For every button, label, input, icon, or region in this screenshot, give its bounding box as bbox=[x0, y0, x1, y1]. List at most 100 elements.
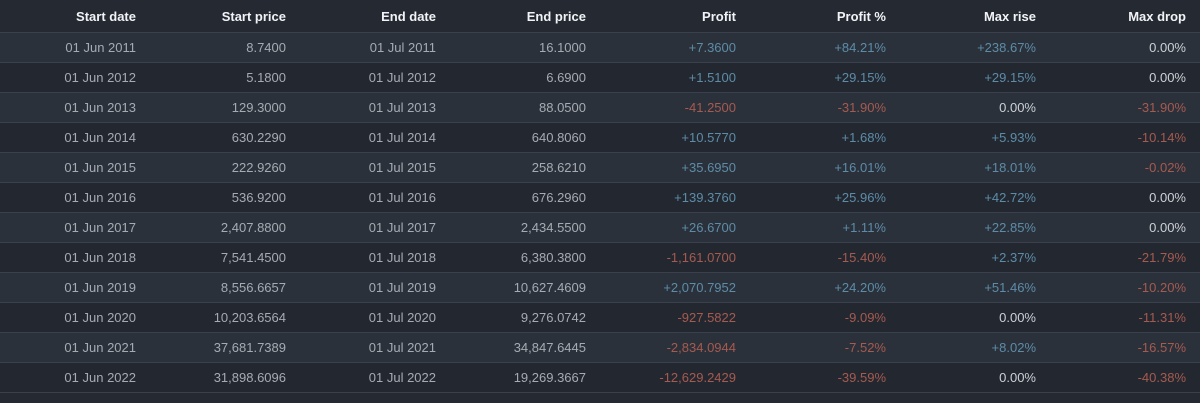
profit-cell: -1,161.0700 bbox=[666, 250, 736, 265]
profit-pct-cell: -31.90% bbox=[837, 100, 886, 115]
start-date-cell: 01 Jun 2015 bbox=[64, 160, 136, 175]
max-rise-cell: 0.00% bbox=[999, 310, 1036, 325]
end-date-cell: 01 Jul 2020 bbox=[368, 310, 436, 325]
end-price-cell: 6,380.3800 bbox=[520, 250, 586, 265]
col-header-profit: Profit bbox=[600, 0, 750, 33]
profit-pct-cell: +1.11% bbox=[842, 220, 887, 235]
end-date-cell: 01 Jul 2012 bbox=[368, 70, 436, 85]
max-rise-cell: +8.02% bbox=[991, 340, 1036, 355]
end-date-cell: 01 Jul 2017 bbox=[368, 220, 436, 235]
profit-pct-cell: -7.52% bbox=[844, 340, 886, 355]
max-drop-cell: 0.00% bbox=[1149, 40, 1186, 55]
max-drop-cell: 0.00% bbox=[1149, 220, 1186, 235]
max-rise-cell: +5.93% bbox=[991, 130, 1036, 145]
profit-cell: +35.6950 bbox=[681, 160, 736, 175]
profit-pct-cell: +16.01% bbox=[834, 160, 886, 175]
table-row: 01 Jun 2011 8.7400 01 Jul 2011 16.1000 +7.36… bbox=[0, 32, 1200, 63]
max-drop-cell: -11.31% bbox=[1138, 310, 1186, 325]
start-price-cell: 7,541.4500 bbox=[220, 250, 286, 265]
end-date-cell: 01 Jul 2018 bbox=[368, 250, 436, 265]
profit-cell: +139.3760 bbox=[674, 190, 736, 205]
max-rise-cell: +29.15% bbox=[984, 70, 1036, 85]
table-row: 01 Jun 2020 10,203.6564 01 Jul 2020 9,276.0… bbox=[0, 302, 1200, 333]
profit-pct-cell: -39.59% bbox=[837, 370, 886, 385]
end-price-cell: 19,269.3667 bbox=[513, 370, 586, 385]
start-price-cell: 8,556.6657 bbox=[220, 280, 286, 295]
max-rise-cell: +51.46% bbox=[984, 280, 1036, 295]
table-row: 01 Jun 2019 8,556.6657 01 Jul 2019 10,627.4… bbox=[0, 272, 1200, 303]
end-price-cell: 258.6210 bbox=[531, 160, 586, 175]
profit-cell: -41.2500 bbox=[684, 100, 736, 115]
start-price-cell: 31,898.6096 bbox=[213, 370, 286, 385]
end-price-cell: 2,434.5500 bbox=[520, 220, 586, 235]
profit-pct-cell: -15.40% bbox=[837, 250, 886, 265]
profit-cell: +7.3600 bbox=[688, 40, 736, 55]
seasonality-results-table: Start date Start price End date End pric… bbox=[0, 0, 1200, 393]
max-rise-cell: +2.37% bbox=[991, 250, 1036, 265]
start-price-cell: 10,203.6564 bbox=[213, 310, 286, 325]
table-row: 01 Jun 2012 5.1800 01 Jul 2012 6.6900 +1.510… bbox=[0, 62, 1200, 93]
max-rise-cell: +42.72% bbox=[984, 190, 1036, 205]
header-row: Start date Start price End date End pric… bbox=[0, 0, 1200, 33]
table-row: 01 Jun 2016 536.9200 01 Jul 2016 676.2960 +1… bbox=[0, 182, 1200, 213]
start-date-cell: 01 Jun 2013 bbox=[64, 100, 136, 115]
start-price-cell: 37,681.7389 bbox=[213, 340, 286, 355]
col-header-max-drop: Max drop bbox=[1050, 0, 1200, 33]
profit-cell: -927.5822 bbox=[677, 310, 736, 325]
table-row: 01 Jun 2015 222.9260 01 Jul 2015 258.6210 +3… bbox=[0, 152, 1200, 183]
start-price-cell: 536.9200 bbox=[231, 190, 286, 205]
start-price-cell: 129.3000 bbox=[231, 100, 286, 115]
profit-pct-cell: +24.20% bbox=[834, 280, 886, 295]
start-price-cell: 222.9260 bbox=[231, 160, 286, 175]
start-date-cell: 01 Jun 2016 bbox=[64, 190, 136, 205]
max-drop-cell: -16.57% bbox=[1137, 340, 1186, 355]
profit-cell: +10.5770 bbox=[681, 130, 736, 145]
profit-pct-cell: +29.15% bbox=[834, 70, 886, 85]
start-date-cell: 01 Jun 2019 bbox=[64, 280, 136, 295]
start-date-cell: 01 Jun 2021 bbox=[64, 340, 136, 355]
start-date-cell: 01 Jun 2017 bbox=[64, 220, 136, 235]
max-drop-cell: -31.90% bbox=[1137, 100, 1186, 115]
end-price-cell: 10,627.4609 bbox=[513, 280, 586, 295]
table-body: 01 Jun 2011 8.7400 01 Jul 2011 16.1000 +7.36… bbox=[0, 32, 1200, 393]
end-date-cell: 01 Jul 2016 bbox=[368, 190, 436, 205]
max-rise-cell: +22.85% bbox=[984, 220, 1036, 235]
profit-pct-cell: +25.96% bbox=[834, 190, 886, 205]
max-rise-cell: +18.01% bbox=[984, 160, 1036, 175]
col-header-profit-pct: Profit % bbox=[750, 0, 900, 33]
profit-cell: -12,629.2429 bbox=[659, 370, 736, 385]
start-price-cell: 8.7400 bbox=[246, 40, 286, 55]
max-drop-cell: 0.00% bbox=[1149, 190, 1186, 205]
table-row: 01 Jun 2022 31,898.6096 01 Jul 2022 19,269.… bbox=[0, 362, 1200, 393]
table-row: 01 Jun 2021 37,681.7389 01 Jul 2021 34,847.… bbox=[0, 332, 1200, 363]
end-price-cell: 6.6900 bbox=[546, 70, 586, 85]
profit-cell: +2,070.7952 bbox=[663, 280, 736, 295]
end-price-cell: 16.1000 bbox=[539, 40, 586, 55]
start-price-cell: 630.2290 bbox=[231, 130, 286, 145]
table-row: 01 Jun 2013 129.3000 01 Jul 2013 88.0500 -41… bbox=[0, 92, 1200, 123]
start-date-cell: 01 Jun 2022 bbox=[64, 370, 136, 385]
table-row: 01 Jun 2018 7,541.4500 01 Jul 2018 6,380.38… bbox=[0, 242, 1200, 273]
start-price-cell: 5.1800 bbox=[246, 70, 286, 85]
end-date-cell: 01 Jul 2011 bbox=[369, 40, 436, 55]
profit-pct-cell: +84.21% bbox=[834, 40, 886, 55]
table-row: 01 Jun 2017 2,407.8800 01 Jul 2017 2,434.55… bbox=[0, 212, 1200, 243]
end-price-cell: 34,847.6445 bbox=[513, 340, 586, 355]
end-date-cell: 01 Jul 2019 bbox=[368, 280, 436, 295]
max-drop-cell: -40.38% bbox=[1137, 370, 1186, 385]
max-drop-cell: 0.00% bbox=[1149, 70, 1186, 85]
end-date-cell: 01 Jul 2022 bbox=[368, 370, 436, 385]
max-drop-cell: -0.02% bbox=[1144, 160, 1186, 175]
max-rise-cell: +238.67% bbox=[977, 40, 1036, 55]
end-price-cell: 640.8060 bbox=[531, 130, 586, 145]
max-drop-cell: -10.20% bbox=[1137, 280, 1186, 295]
col-header-end-price: End price bbox=[450, 0, 600, 33]
end-date-cell: 01 Jul 2014 bbox=[368, 130, 436, 145]
profit-pct-cell: -9.09% bbox=[844, 310, 886, 325]
start-date-cell: 01 Jun 2020 bbox=[64, 310, 136, 325]
profit-cell: +26.6700 bbox=[681, 220, 736, 235]
col-header-start-price: Start price bbox=[150, 0, 300, 33]
max-rise-cell: 0.00% bbox=[999, 370, 1036, 385]
profit-cell: +1.5100 bbox=[688, 70, 736, 85]
start-date-cell: 01 Jun 2012 bbox=[64, 70, 136, 85]
